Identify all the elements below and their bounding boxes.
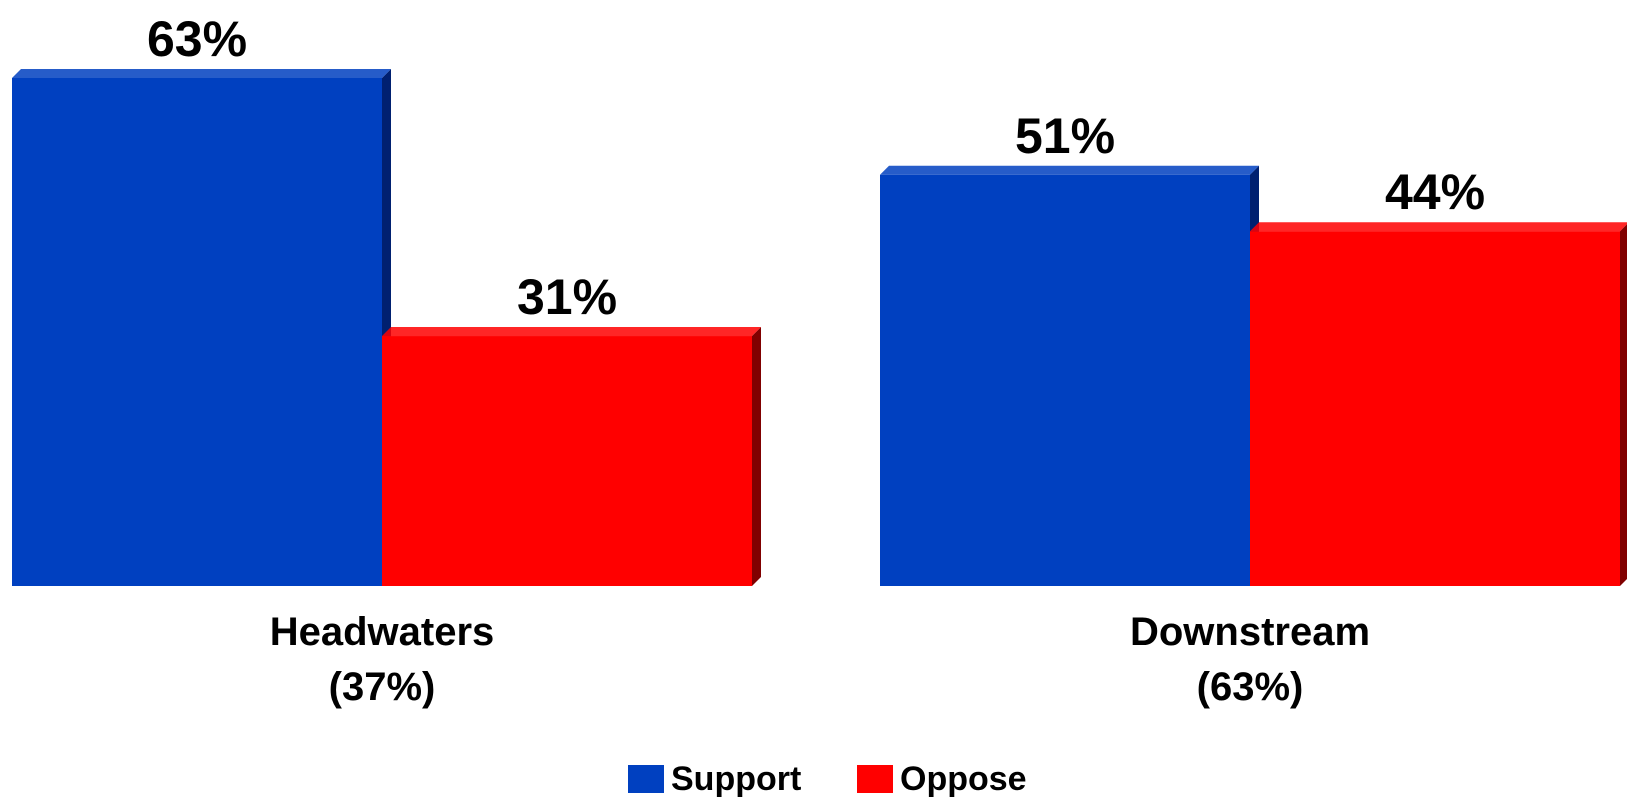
bar-top-headwaters-support bbox=[12, 69, 391, 78]
data-label-headwaters-support: 63% bbox=[147, 11, 247, 67]
bar-top-headwaters-oppose bbox=[382, 327, 761, 337]
legend-swatch-oppose bbox=[857, 765, 893, 793]
legend-label-support: Support bbox=[671, 760, 801, 798]
bar-side-headwaters-oppose bbox=[752, 327, 761, 586]
data-labels-layer: 63% 31% 51% 44% bbox=[147, 11, 1485, 325]
bars-layer bbox=[12, 69, 1627, 586]
legend: Support Oppose bbox=[628, 760, 1027, 798]
bar-headwaters-oppose bbox=[382, 336, 752, 586]
category-share-downstream: (63%) bbox=[1197, 665, 1304, 709]
data-label-downstream-oppose: 44% bbox=[1385, 164, 1485, 220]
data-label-downstream-support: 51% bbox=[1015, 108, 1115, 164]
data-label-headwaters-oppose: 31% bbox=[517, 269, 617, 325]
category-label-headwaters: Headwaters bbox=[270, 610, 495, 654]
bar-side-downstream-oppose bbox=[1620, 224, 1627, 586]
category-label-downstream: Downstream bbox=[1130, 610, 1370, 654]
bar-downstream-support bbox=[880, 174, 1250, 586]
bar-downstream-oppose bbox=[1250, 231, 1620, 586]
category-labels-layer: Headwaters (37%) Downstream (63%) bbox=[270, 610, 1370, 709]
bar-headwaters-support bbox=[12, 78, 382, 586]
legend-label-oppose: Oppose bbox=[900, 760, 1027, 798]
bar-top-downstream-oppose bbox=[1250, 222, 1627, 232]
legend-swatch-support bbox=[628, 765, 664, 793]
category-share-headwaters: (37%) bbox=[329, 665, 436, 709]
bar-top-downstream-support bbox=[880, 165, 1259, 175]
